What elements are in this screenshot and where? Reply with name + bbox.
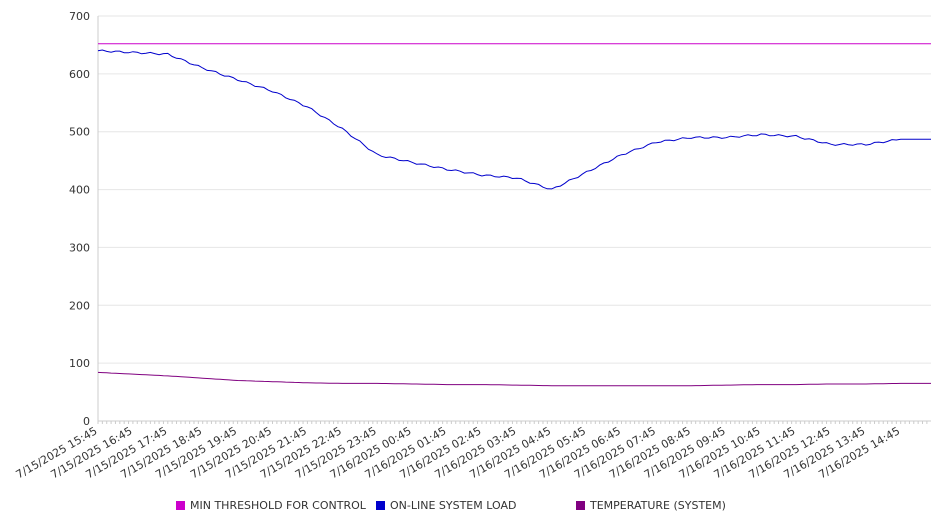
y-tick-label: 200 [69, 299, 90, 312]
legend-swatch [376, 501, 385, 510]
gridlines [98, 15, 931, 364]
legend-swatch [176, 501, 185, 510]
y-tick-label: 0 [83, 415, 90, 428]
series-line-2 [97, 371, 931, 387]
legend: MIN THRESHOLD FOR CONTROL ON-LINE SYSTEM … [176, 499, 726, 512]
legend-label: ON-LINE SYSTEM LOAD [390, 499, 516, 512]
series-lines [97, 43, 931, 387]
legend-label: TEMPERATURE (SYSTEM) [589, 499, 726, 512]
legend-swatch [576, 501, 585, 510]
legend-item: TEMPERATURE (SYSTEM) [576, 499, 726, 512]
y-tick-label: 600 [69, 68, 90, 81]
legend-item: ON-LINE SYSTEM LOAD [376, 499, 516, 512]
y-tick-label: 700 [69, 10, 90, 23]
y-tick-label: 300 [69, 241, 90, 254]
series-line-1 [97, 49, 931, 190]
legend-label: MIN THRESHOLD FOR CONTROL [190, 499, 367, 512]
y-tick-label: 400 [69, 184, 90, 197]
legend-item: MIN THRESHOLD FOR CONTROL [176, 499, 367, 512]
y-tick-label: 500 [69, 126, 90, 139]
y-tick-label: 100 [69, 357, 90, 370]
